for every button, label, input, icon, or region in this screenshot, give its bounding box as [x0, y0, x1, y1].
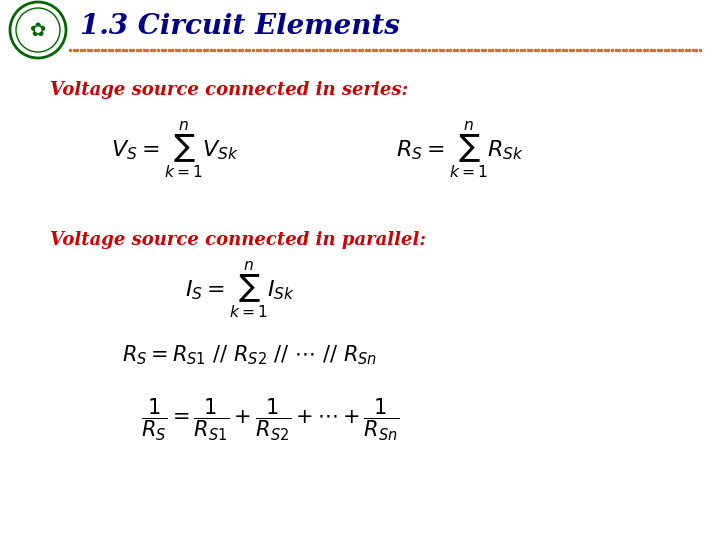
Text: ✿: ✿ — [30, 21, 46, 39]
Text: Voltage source connected in parallel:: Voltage source connected in parallel: — [50, 231, 426, 249]
Text: 1.3 Circuit Elements: 1.3 Circuit Elements — [80, 14, 400, 40]
Text: $R_S = R_{S1}\ //\ R_{S2}\ //\ \cdots\ //\ R_{Sn}$: $R_S = R_{S1}\ //\ R_{S2}\ //\ \cdots\ /… — [122, 343, 377, 367]
Text: Voltage source connected in series:: Voltage source connected in series: — [50, 81, 408, 99]
Text: $I_S = \sum_{k=1}^{n} I_{Sk}$: $I_S = \sum_{k=1}^{n} I_{Sk}$ — [185, 259, 295, 321]
Text: $\dfrac{1}{R_S} = \dfrac{1}{R_{S1}} + \dfrac{1}{R_{S2}} + \cdots + \dfrac{1}{R_{: $\dfrac{1}{R_S} = \dfrac{1}{R_{S1}} + \d… — [140, 397, 400, 443]
Text: $R_S = \sum_{k=1}^{n} R_{Sk}$: $R_S = \sum_{k=1}^{n} R_{Sk}$ — [396, 119, 524, 180]
Text: $V_S = \sum_{k=1}^{n} V_{Sk}$: $V_S = \sum_{k=1}^{n} V_{Sk}$ — [111, 119, 239, 180]
